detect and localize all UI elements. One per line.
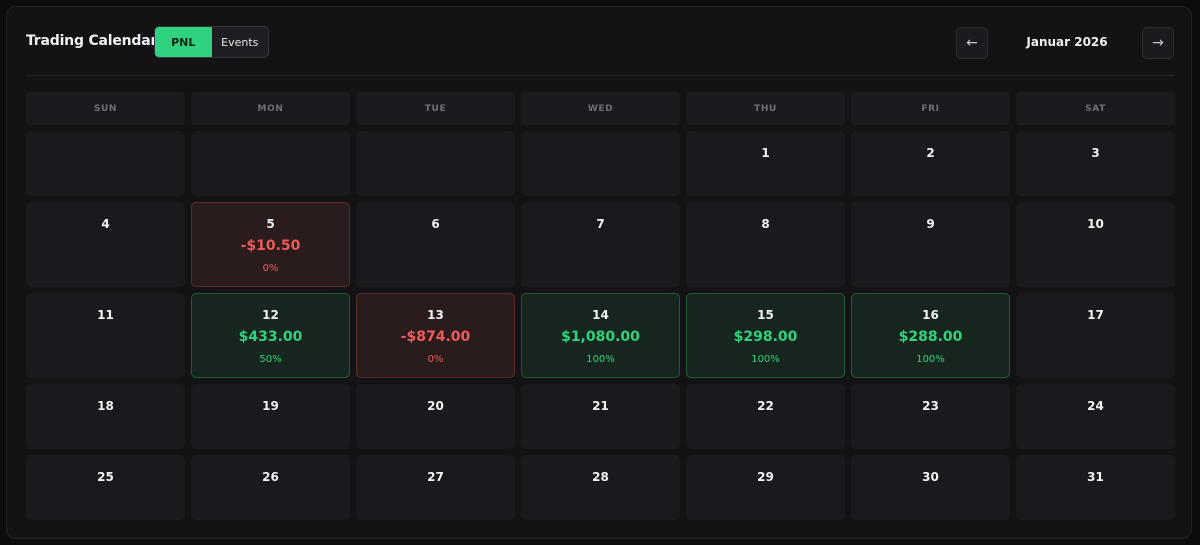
day-number: 27	[427, 470, 444, 484]
day-number: 2	[926, 146, 935, 160]
day-number: 8	[761, 217, 770, 231]
calendar-day-cell[interactable]: 1	[686, 131, 845, 196]
day-win-rate: 50%	[259, 354, 282, 365]
day-number: 25	[97, 470, 114, 484]
day-number: 14	[592, 308, 609, 322]
day-number: 13	[427, 308, 444, 322]
weekday-mon: MON	[191, 92, 350, 125]
calendar-day-cell[interactable]: 8	[686, 202, 845, 287]
calendar-day-cell[interactable]: 19	[191, 384, 350, 449]
day-number: 5	[266, 217, 275, 231]
weekday-wed: WED	[521, 92, 680, 125]
day-win-rate: 0%	[427, 354, 444, 365]
day-number: 29	[757, 470, 774, 484]
toggle-pnl-button[interactable]: PNL	[155, 27, 212, 57]
day-pnl-value: $1,080.00	[561, 329, 640, 345]
calendar-day-cell[interactable]: 6	[356, 202, 515, 287]
day-win-rate: 100%	[751, 354, 780, 365]
day-number: 21	[592, 399, 609, 413]
day-win-rate: 100%	[916, 354, 945, 365]
calendar-day-cell[interactable]: 15 $298.00 100%	[686, 293, 845, 378]
calendar-header: Trading Calendar PNL Events ← Januar 202…	[7, 7, 1191, 79]
calendar-day-cell[interactable]: 14 $1,080.00 100%	[521, 293, 680, 378]
calendar-day-cell[interactable]: 25	[26, 455, 185, 520]
toggle-events-button[interactable]: Events	[221, 35, 259, 49]
day-number: 3	[1091, 146, 1100, 160]
weekday-sun: SUN	[26, 92, 185, 125]
day-number: 6	[431, 217, 440, 231]
day-number: 20	[427, 399, 444, 413]
calendar-day-cell[interactable]: 30	[851, 455, 1010, 520]
calendar-day-cell[interactable]: 4	[26, 202, 185, 287]
day-number: 11	[97, 308, 114, 322]
calendar-day-cell[interactable]: 20	[356, 384, 515, 449]
previous-month-button[interactable]: ←	[956, 27, 988, 59]
day-number: 28	[592, 470, 609, 484]
calendar-day-cell[interactable]: 31	[1016, 455, 1175, 520]
day-number: 10	[1087, 217, 1104, 231]
weekday-thu: THU	[686, 92, 845, 125]
day-number: 7	[596, 217, 605, 231]
calendar-day-cell[interactable]: 5 -$10.50 0%	[191, 202, 350, 287]
day-pnl-value: -$10.50	[240, 238, 301, 254]
next-month-button[interactable]: →	[1142, 27, 1174, 59]
calendar-day-cell[interactable]: 28	[521, 455, 680, 520]
calendar-day-cell[interactable]: 29	[686, 455, 845, 520]
day-number: 15	[757, 308, 774, 322]
day-number: 23	[922, 399, 939, 413]
header-divider	[26, 75, 1174, 76]
calendar-day-cell[interactable]: 13 -$874.00 0%	[356, 293, 515, 378]
calendar-day-cell[interactable]: 26	[191, 455, 350, 520]
trading-calendar-panel: Trading Calendar PNL Events ← Januar 202…	[6, 6, 1192, 539]
calendar-day-cell[interactable]: 21	[521, 384, 680, 449]
calendar-empty-cell	[356, 131, 515, 196]
calendar-day-cell[interactable]: 2	[851, 131, 1010, 196]
calendar-empty-cell	[521, 131, 680, 196]
calendar-day-cell[interactable]: 22	[686, 384, 845, 449]
day-win-rate: 100%	[586, 354, 615, 365]
calendar-day-cell[interactable]: 27	[356, 455, 515, 520]
day-number: 12	[262, 308, 279, 322]
day-number: 17	[1087, 308, 1104, 322]
day-number: 18	[97, 399, 114, 413]
calendar-day-cell[interactable]: 9	[851, 202, 1010, 287]
day-pnl-value: -$874.00	[400, 329, 471, 345]
calendar-day-cell[interactable]: 16 $288.00 100%	[851, 293, 1010, 378]
calendar-grid: SUN MON TUE WED THU FRI SAT 1 2 3 4 5 -$10.50…	[26, 92, 1175, 520]
calendar-day-cell[interactable]: 7	[521, 202, 680, 287]
day-number: 22	[757, 399, 774, 413]
day-number: 31	[1087, 470, 1104, 484]
calendar-day-cell[interactable]: 18	[26, 384, 185, 449]
month-label: Januar 2026	[1026, 35, 1108, 49]
day-pnl-value: $288.00	[898, 329, 963, 345]
day-number: 30	[922, 470, 939, 484]
calendar-day-cell[interactable]: 10	[1016, 202, 1175, 287]
weekday-tue: TUE	[356, 92, 515, 125]
day-number: 26	[262, 470, 279, 484]
day-number: 16	[922, 308, 939, 322]
calendar-day-cell[interactable]: 11	[26, 293, 185, 378]
calendar-day-cell[interactable]: 3	[1016, 131, 1175, 196]
weekday-sat: SAT	[1016, 92, 1175, 125]
day-win-rate: 0%	[262, 263, 279, 274]
day-pnl-value: $433.00	[238, 329, 303, 345]
day-number: 19	[262, 399, 279, 413]
calendar-day-cell[interactable]: 17	[1016, 293, 1175, 378]
page-title: Trading Calendar	[26, 33, 158, 49]
calendar-empty-cell	[191, 131, 350, 196]
day-pnl-value: $298.00	[733, 329, 798, 345]
arrow-left-icon: ←	[966, 35, 978, 51]
day-number: 4	[101, 217, 110, 231]
day-number: 9	[926, 217, 935, 231]
calendar-day-cell[interactable]: 12 $433.00 50%	[191, 293, 350, 378]
calendar-day-cell[interactable]: 24	[1016, 384, 1175, 449]
view-toggle: PNL Events	[154, 26, 269, 58]
weekday-fri: FRI	[851, 92, 1010, 125]
calendar-empty-cell	[26, 131, 185, 196]
calendar-day-cell[interactable]: 23	[851, 384, 1010, 449]
day-number: 24	[1087, 399, 1104, 413]
day-number: 1	[761, 146, 770, 160]
arrow-right-icon: →	[1152, 35, 1164, 51]
